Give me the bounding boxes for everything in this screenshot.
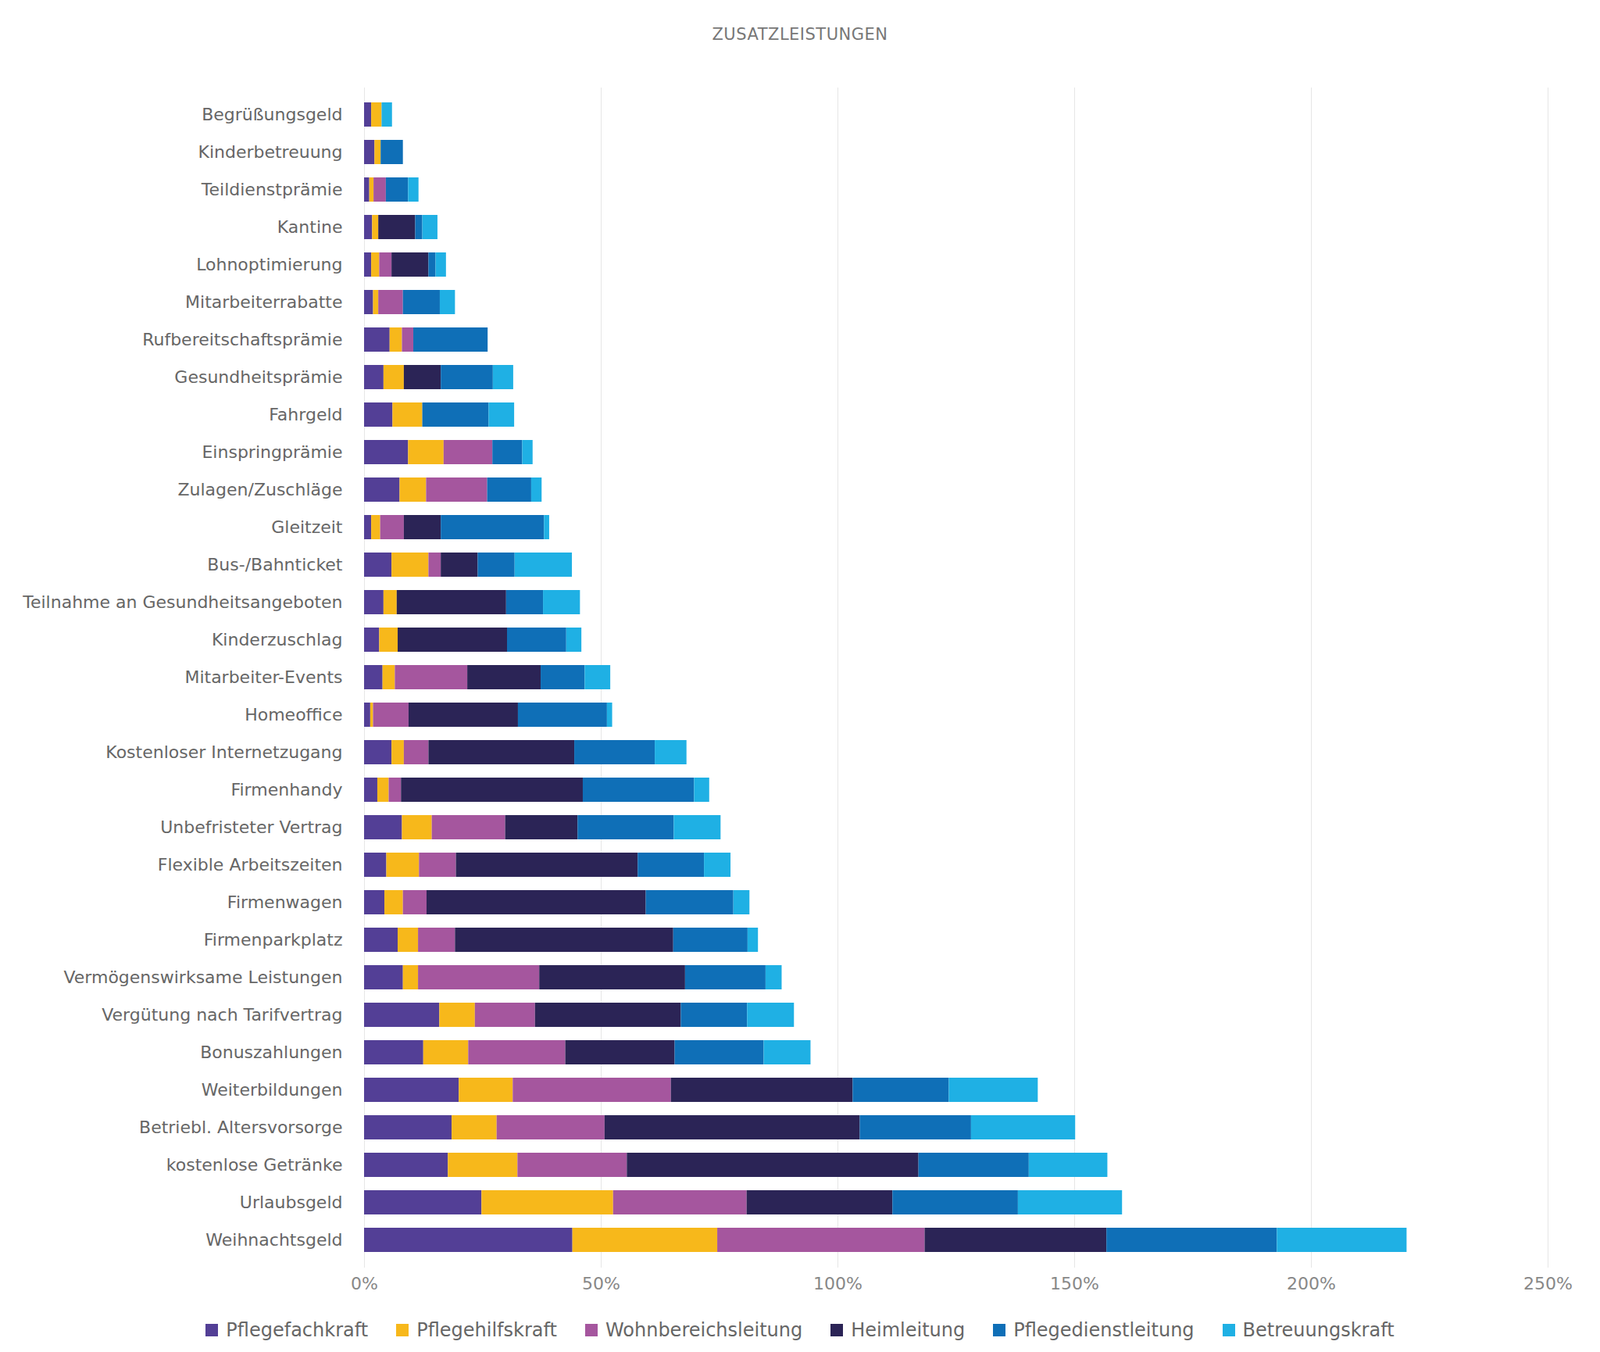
svg-text:100%: 100% xyxy=(813,1273,863,1293)
svg-text:Fahrgeld: Fahrgeld xyxy=(268,404,343,425)
svg-text:Firmenparkplatz: Firmenparkplatz xyxy=(203,929,343,950)
svg-text:Unbefristeter Vertrag: Unbefristeter Vertrag xyxy=(160,817,343,837)
svg-text:Lohnoptimierung: Lohnoptimierung xyxy=(196,254,343,275)
svg-text:Vergütung nach Tarifvertrag: Vergütung nach Tarifvertrag xyxy=(101,1004,343,1025)
svg-text:250%: 250% xyxy=(1523,1273,1573,1293)
svg-text:Teildienstprämie: Teildienstprämie xyxy=(200,179,343,200)
svg-text:Begrüßungsgeld: Begrüßungsgeld xyxy=(201,104,343,125)
svg-text:kostenlose Getränke: kostenlose Getränke xyxy=(166,1154,343,1175)
svg-text:Bonuszahlungen: Bonuszahlungen xyxy=(200,1042,343,1062)
html-text:Pflegefachkraft: Pflegefachkraft xyxy=(226,1318,369,1341)
svg-text:Bus-/Bahnticket: Bus-/Bahnticket xyxy=(207,554,343,575)
svg-text:Gleitzeit: Gleitzeit xyxy=(271,517,343,537)
svg-text:Mitarbeiterrabatte: Mitarbeiterrabatte xyxy=(185,292,343,312)
svg-text:200%: 200% xyxy=(1286,1273,1336,1293)
svg-text:Rufbereitschaftsprämie: Rufbereitschaftsprämie xyxy=(142,329,343,350)
svg-text:Kinderzuschlag: Kinderzuschlag xyxy=(211,629,343,650)
html-text:Pflegedienstleitung: Pflegedienstleitung xyxy=(1013,1318,1195,1341)
html-text:Pflegehilfskraft: Pflegehilfskraft xyxy=(416,1318,558,1341)
svg-text:Flexible Arbeitszeiten: Flexible Arbeitszeiten xyxy=(157,854,343,875)
svg-text:Einspringprämie: Einspringprämie xyxy=(201,442,343,462)
html-text:Betreuungskraft: Betreuungskraft xyxy=(1242,1318,1395,1341)
svg-text:Mitarbeiter-Events: Mitarbeiter-Events xyxy=(184,667,343,687)
svg-text:Homeoffice: Homeoffice xyxy=(244,704,343,725)
svg-text:Betriebl. Altersvorsorge: Betriebl. Altersvorsorge xyxy=(139,1117,343,1137)
svg-text:Firmenwagen: Firmenwagen xyxy=(227,892,343,912)
html-text:Wohnbereichsleitung: Wohnbereichsleitung xyxy=(605,1318,803,1341)
svg-text:Gesundheitsprämie: Gesundheitsprämie xyxy=(174,367,343,387)
svg-text:Teilnahme an Gesundheitsangebo: Teilnahme an Gesundheitsangeboten xyxy=(21,592,343,612)
svg-text:Kostenloser Internetzugang: Kostenloser Internetzugang xyxy=(105,742,343,762)
svg-text:Urlaubsgeld: Urlaubsgeld xyxy=(239,1192,343,1212)
svg-text:Vermögenswirksame Leistungen: Vermögenswirksame Leistungen xyxy=(63,967,343,987)
svg-text:150%: 150% xyxy=(1050,1273,1100,1293)
html-text:Heimleitung: Heimleitung xyxy=(850,1318,966,1341)
svg-text:Weihnachtsgeld: Weihnachtsgeld xyxy=(205,1229,343,1250)
html-text:ZUSATZLEISTUNGEN: ZUSATZLEISTUNGEN xyxy=(712,25,888,44)
svg-text:Kinderbetreuung: Kinderbetreuung xyxy=(197,142,343,162)
svg-text:Kantine: Kantine xyxy=(277,217,343,237)
svg-text:Firmenhandy: Firmenhandy xyxy=(230,779,343,800)
svg-text:50%: 50% xyxy=(582,1273,621,1293)
svg-text:Weiterbildungen: Weiterbildungen xyxy=(201,1079,343,1100)
svg-text:Zulagen/Zuschläge: Zulagen/Zuschläge xyxy=(177,479,343,500)
svg-text:0%: 0% xyxy=(350,1273,379,1293)
